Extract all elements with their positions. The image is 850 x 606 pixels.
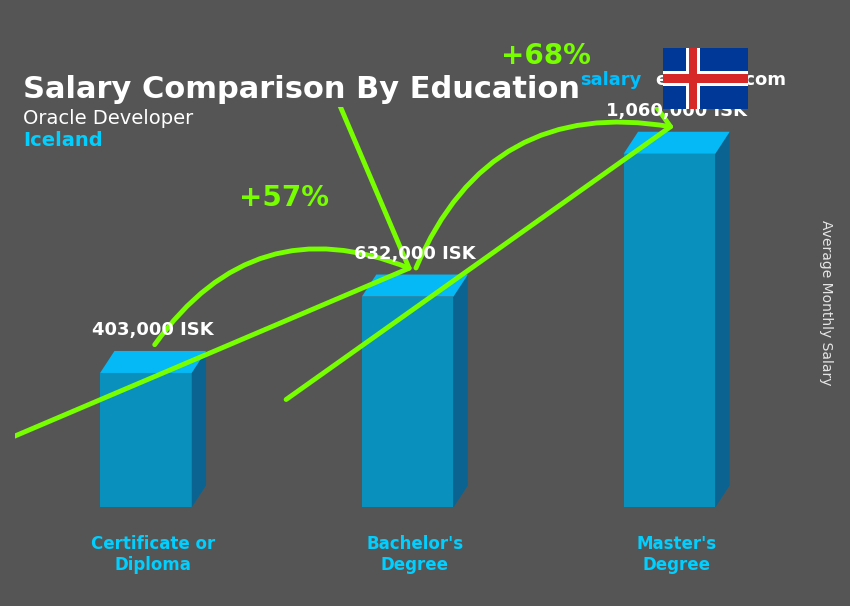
Text: Salary Comparison By Education: Salary Comparison By Education [23,75,580,104]
Text: Oracle Developer: Oracle Developer [23,109,193,128]
Polygon shape [663,75,748,84]
FancyArrowPatch shape [0,0,409,453]
Text: Iceland: Iceland [23,131,103,150]
Polygon shape [716,132,729,507]
Polygon shape [624,132,729,154]
Polygon shape [663,48,748,109]
Polygon shape [686,48,700,109]
Text: +57%: +57% [239,184,329,213]
Polygon shape [663,72,748,87]
Polygon shape [454,275,468,507]
Polygon shape [362,296,454,507]
Polygon shape [100,373,192,507]
Text: Average Monthly Salary: Average Monthly Salary [819,220,833,386]
Text: explorer.com: explorer.com [655,71,786,89]
Text: Master's
Degree: Master's Degree [637,536,717,574]
Text: 632,000 ISK: 632,000 ISK [354,245,476,262]
Polygon shape [192,351,206,507]
Text: salary: salary [581,71,642,89]
Polygon shape [624,154,716,507]
Text: 403,000 ISK: 403,000 ISK [93,321,214,339]
Text: 1,060,000 ISK: 1,060,000 ISK [606,102,747,120]
Text: Bachelor's
Degree: Bachelor's Degree [366,536,463,574]
Polygon shape [362,275,468,296]
Text: +68%: +68% [501,42,591,70]
Text: Certificate or
Diploma: Certificate or Diploma [91,536,215,574]
Polygon shape [688,48,697,109]
FancyArrowPatch shape [286,0,671,399]
Polygon shape [100,351,206,373]
